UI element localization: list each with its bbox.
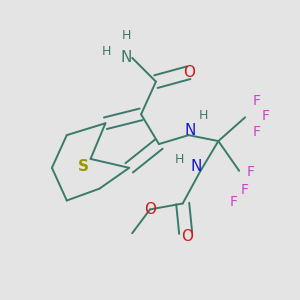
- Text: O: O: [144, 202, 156, 217]
- Text: H: H: [175, 153, 184, 166]
- Text: H: H: [122, 29, 131, 42]
- Text: N: N: [121, 50, 132, 65]
- Text: N: N: [190, 159, 202, 174]
- Text: F: F: [247, 165, 255, 179]
- Text: N: N: [184, 123, 196, 138]
- Text: F: F: [229, 195, 237, 209]
- Text: F: F: [241, 183, 249, 197]
- Text: S: S: [78, 159, 88, 174]
- Text: O: O: [183, 65, 195, 80]
- Text: F: F: [262, 109, 270, 123]
- Text: O: O: [181, 229, 193, 244]
- Text: F: F: [253, 94, 261, 108]
- Text: F: F: [253, 124, 261, 139]
- Text: H: H: [102, 45, 112, 58]
- Text: H: H: [199, 109, 208, 122]
